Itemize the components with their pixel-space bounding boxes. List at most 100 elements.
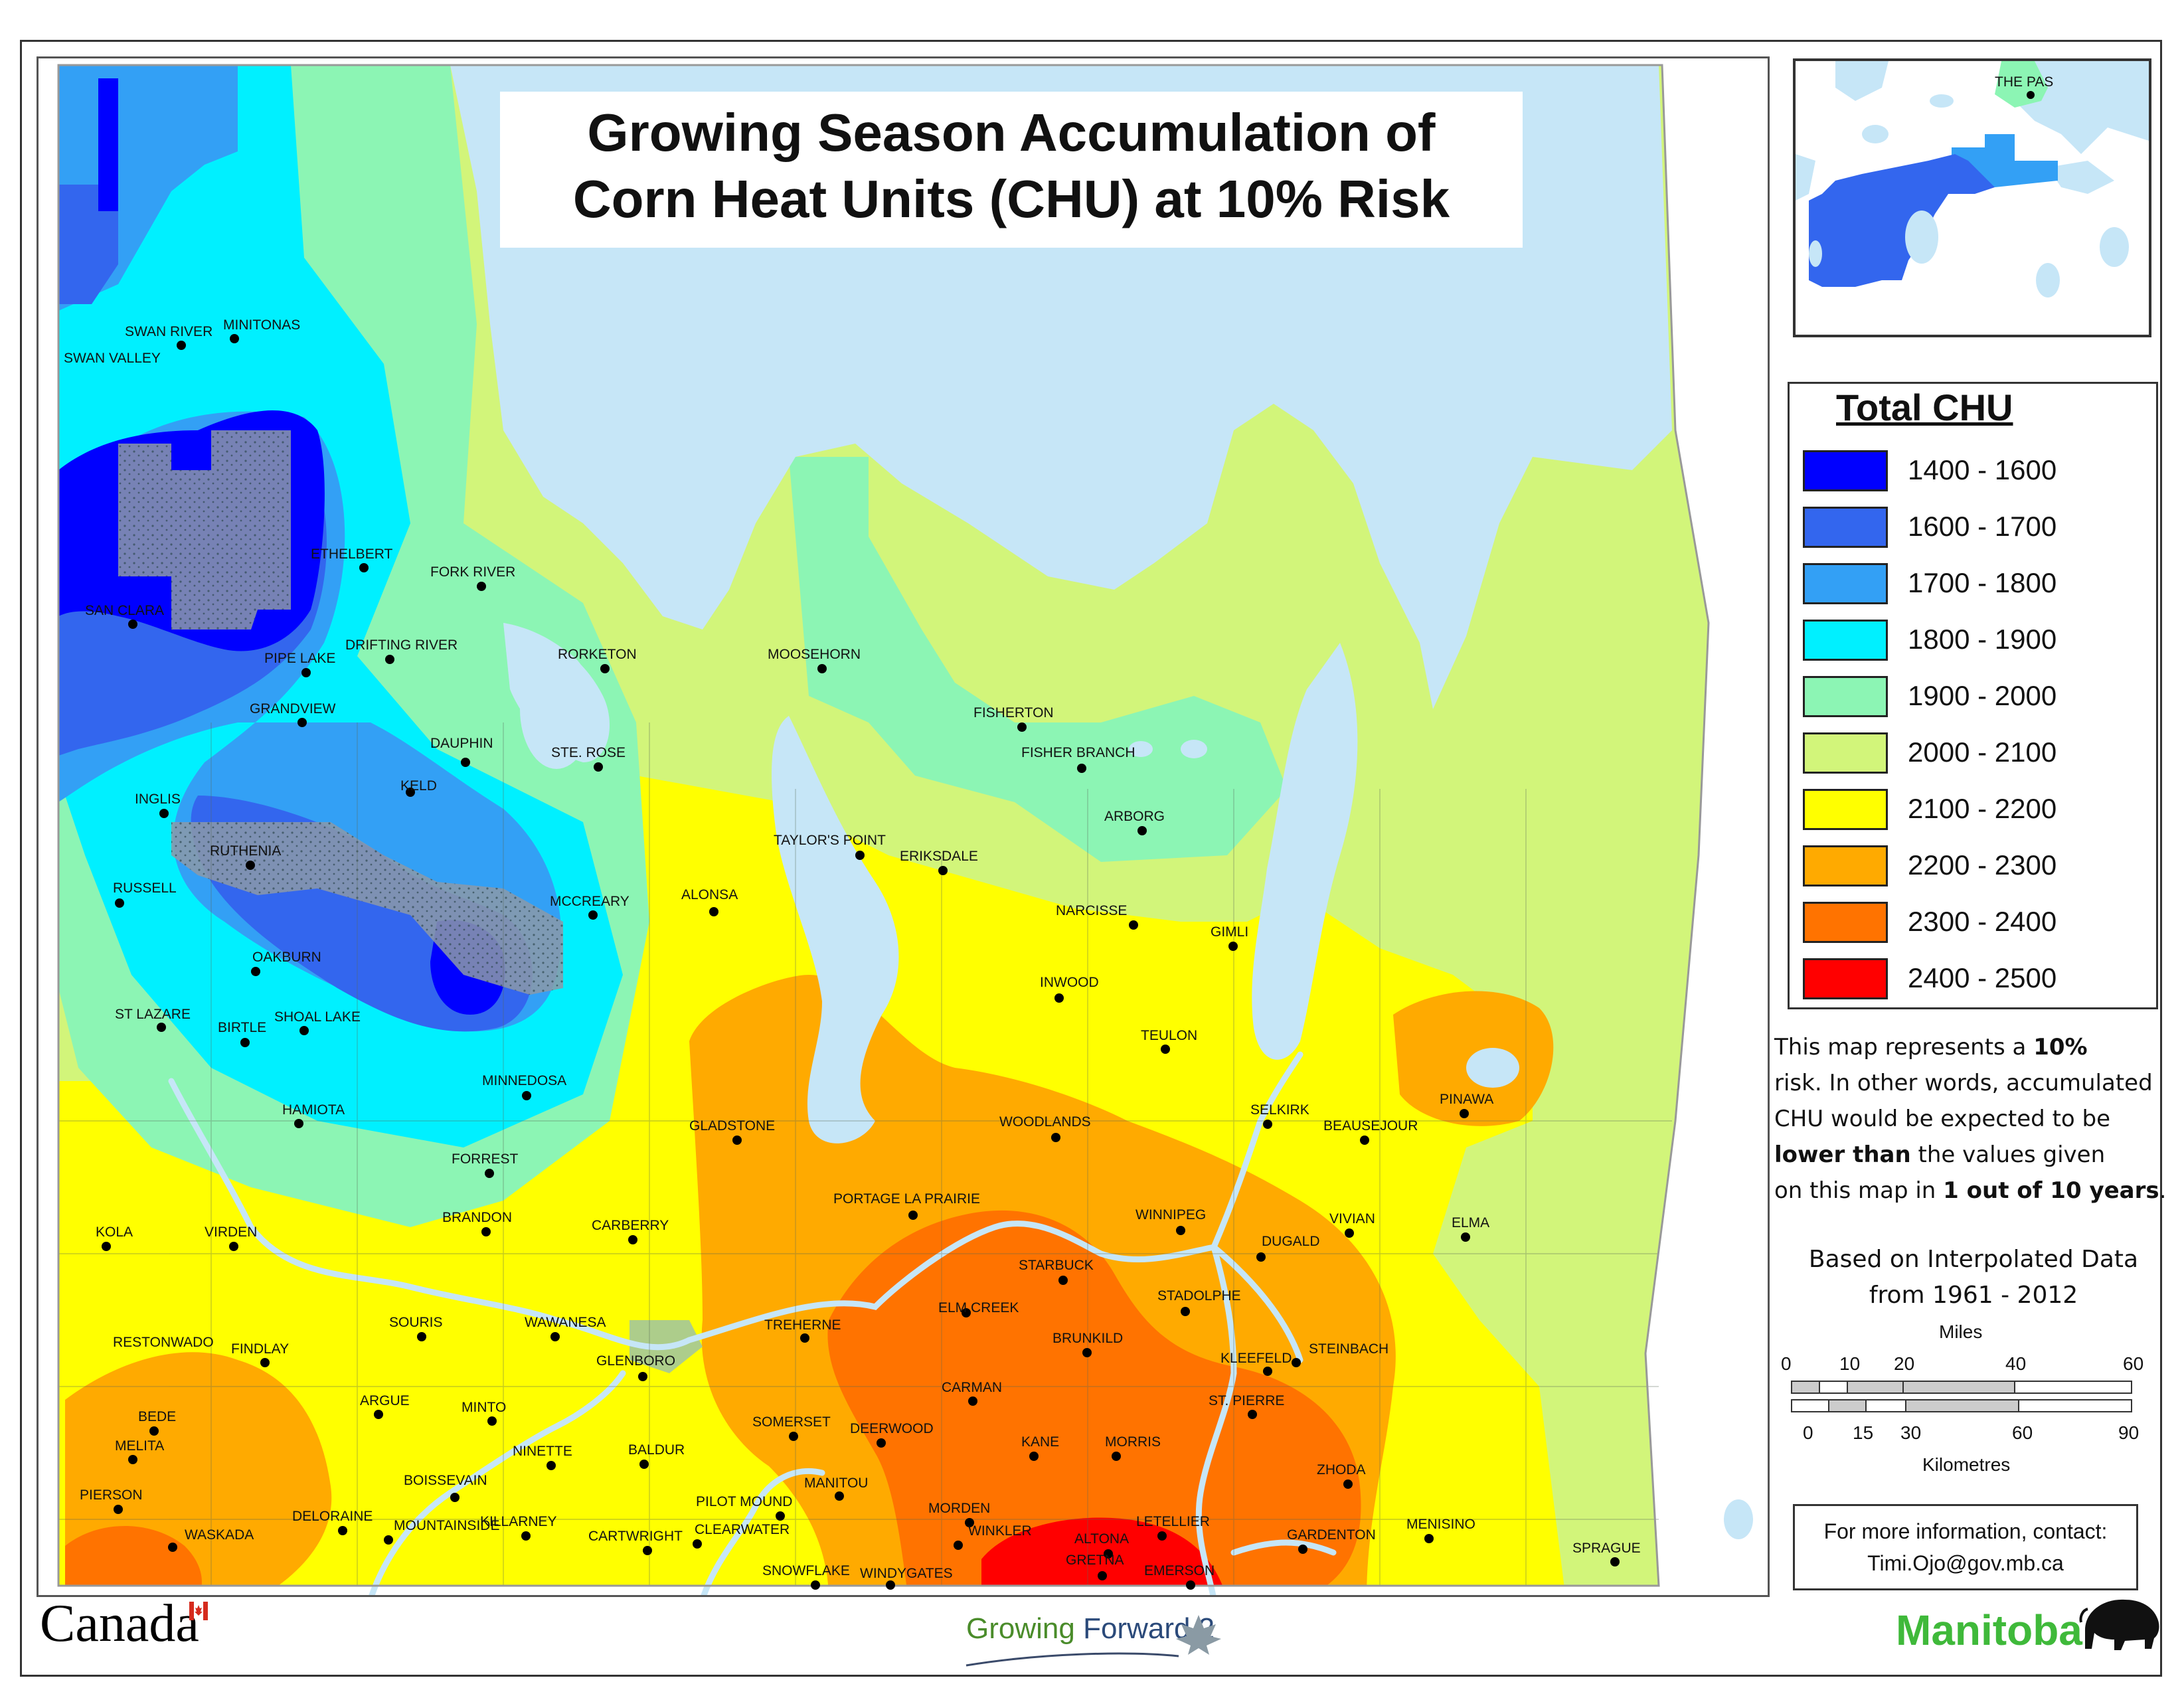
place-dot[interactable] <box>177 341 186 350</box>
place-dot[interactable] <box>251 967 260 976</box>
place-dot[interactable] <box>246 861 255 870</box>
place-dot[interactable] <box>1098 1571 1107 1580</box>
place-dot[interactable] <box>628 1235 637 1244</box>
place-dot[interactable] <box>114 1505 123 1514</box>
place-dot[interactable] <box>693 1539 702 1549</box>
place-dot[interactable] <box>301 668 311 677</box>
place-dot[interactable] <box>1176 1226 1185 1235</box>
map-panel[interactable]: Growing Season Accumulation of Corn Heat… <box>37 56 1770 1597</box>
place-dot[interactable] <box>406 788 415 797</box>
place-dot[interactable] <box>240 1038 250 1047</box>
place-dot[interactable] <box>817 664 827 673</box>
place-dot[interactable] <box>168 1543 177 1552</box>
place-dot[interactable] <box>1181 1307 1190 1316</box>
place-dot[interactable] <box>1263 1367 1272 1376</box>
place-dot[interactable] <box>450 1493 460 1502</box>
map-title-line1: Growing Season Accumulation of <box>587 103 1436 162</box>
place-dot[interactable] <box>299 1026 309 1035</box>
place-dot[interactable] <box>1292 1358 1301 1367</box>
inset-place-dot[interactable] <box>2027 91 2035 99</box>
place-dot[interactable] <box>550 1332 560 1341</box>
place-dot[interactable] <box>908 1211 918 1220</box>
place-dot[interactable] <box>835 1491 844 1501</box>
place-dot[interactable] <box>639 1460 649 1469</box>
place-dot[interactable] <box>461 758 470 767</box>
place-dot[interactable] <box>600 664 610 673</box>
place-dot[interactable] <box>481 1227 491 1236</box>
place-dot[interactable] <box>811 1580 820 1590</box>
place-dot[interactable] <box>115 898 124 908</box>
place-dot[interactable] <box>1104 1549 1113 1559</box>
place-dot[interactable] <box>594 762 603 772</box>
place-dot[interactable] <box>1360 1136 1369 1145</box>
place-dot[interactable] <box>1256 1252 1266 1262</box>
place-dot[interactable] <box>1461 1232 1470 1242</box>
place-dot[interactable] <box>1186 1580 1195 1590</box>
place-dot[interactable] <box>1248 1410 1257 1419</box>
place-dot[interactable] <box>522 1091 531 1100</box>
place-dot[interactable] <box>1051 1133 1060 1142</box>
place-dot[interactable] <box>938 866 948 875</box>
place-dot[interactable] <box>546 1461 556 1470</box>
place-dot[interactable] <box>230 334 239 343</box>
place-dot[interactable] <box>477 582 486 591</box>
place-dot[interactable] <box>709 907 718 916</box>
place-dot[interactable] <box>294 1119 303 1128</box>
place-dot[interactable] <box>338 1526 347 1535</box>
place-dot[interactable] <box>157 1023 166 1032</box>
place-dot[interactable] <box>732 1136 742 1145</box>
place-dot[interactable] <box>789 1432 798 1441</box>
place-dot[interactable] <box>149 1426 159 1436</box>
place-dot[interactable] <box>855 851 865 860</box>
place-dot[interactable] <box>968 1396 977 1406</box>
place-dot[interactable] <box>1228 942 1238 951</box>
place-dot[interactable] <box>1077 764 1086 773</box>
place-dot[interactable] <box>102 1242 111 1251</box>
place-dot[interactable] <box>297 718 307 727</box>
place-dot[interactable] <box>1029 1452 1039 1461</box>
place-dot[interactable] <box>485 1169 494 1178</box>
place-dot[interactable] <box>1082 1348 1092 1357</box>
place-dot[interactable] <box>962 1308 971 1317</box>
place-dot[interactable] <box>260 1358 270 1367</box>
contact-email[interactable]: Timi.Ojo@gov.mb.ca <box>1867 1551 2064 1575</box>
place-dot[interactable] <box>417 1332 426 1341</box>
place-dot[interactable] <box>128 1455 137 1464</box>
place-dot[interactable] <box>1343 1479 1353 1489</box>
place-dot[interactable] <box>1424 1534 1434 1543</box>
place-dot[interactable] <box>638 1372 647 1381</box>
place-dot[interactable] <box>159 809 169 818</box>
place-dot[interactable] <box>374 1410 383 1419</box>
place-dot[interactable] <box>385 655 394 664</box>
place-dot[interactable] <box>588 910 598 920</box>
place-dot[interactable] <box>128 620 137 629</box>
place-label: ALTONA <box>1074 1531 1130 1547</box>
place-dot[interactable] <box>1054 993 1064 1003</box>
place-dot[interactable] <box>1298 1545 1307 1554</box>
place-dot[interactable] <box>1157 1531 1167 1541</box>
place-dot[interactable] <box>1610 1557 1620 1566</box>
place-dot[interactable] <box>877 1438 886 1448</box>
place-dot[interactable] <box>800 1333 809 1343</box>
inset-map[interactable]: THE PAS <box>1793 58 2151 337</box>
place-dot[interactable] <box>229 1242 238 1251</box>
place-dot[interactable] <box>1161 1045 1170 1054</box>
inset-lake <box>1905 211 1938 264</box>
place-dot[interactable] <box>643 1546 652 1555</box>
place-dot[interactable] <box>954 1541 963 1550</box>
place-dot[interactable] <box>1460 1109 1469 1118</box>
place-dot[interactable] <box>1058 1276 1068 1285</box>
place-dot[interactable] <box>1345 1228 1354 1238</box>
place-dot[interactable] <box>886 1580 895 1590</box>
place-dot[interactable] <box>521 1531 531 1541</box>
place-dot[interactable] <box>776 1511 785 1521</box>
place-dot[interactable] <box>384 1535 393 1545</box>
place-dot[interactable] <box>487 1416 497 1426</box>
place-dot[interactable] <box>1129 920 1138 930</box>
place-dot[interactable] <box>1263 1120 1272 1129</box>
place-dot[interactable] <box>359 563 369 572</box>
place-dot[interactable] <box>1137 826 1147 835</box>
place-dot[interactable] <box>1112 1452 1121 1461</box>
place-dot[interactable] <box>1017 722 1027 732</box>
place-dot[interactable] <box>965 1518 974 1527</box>
